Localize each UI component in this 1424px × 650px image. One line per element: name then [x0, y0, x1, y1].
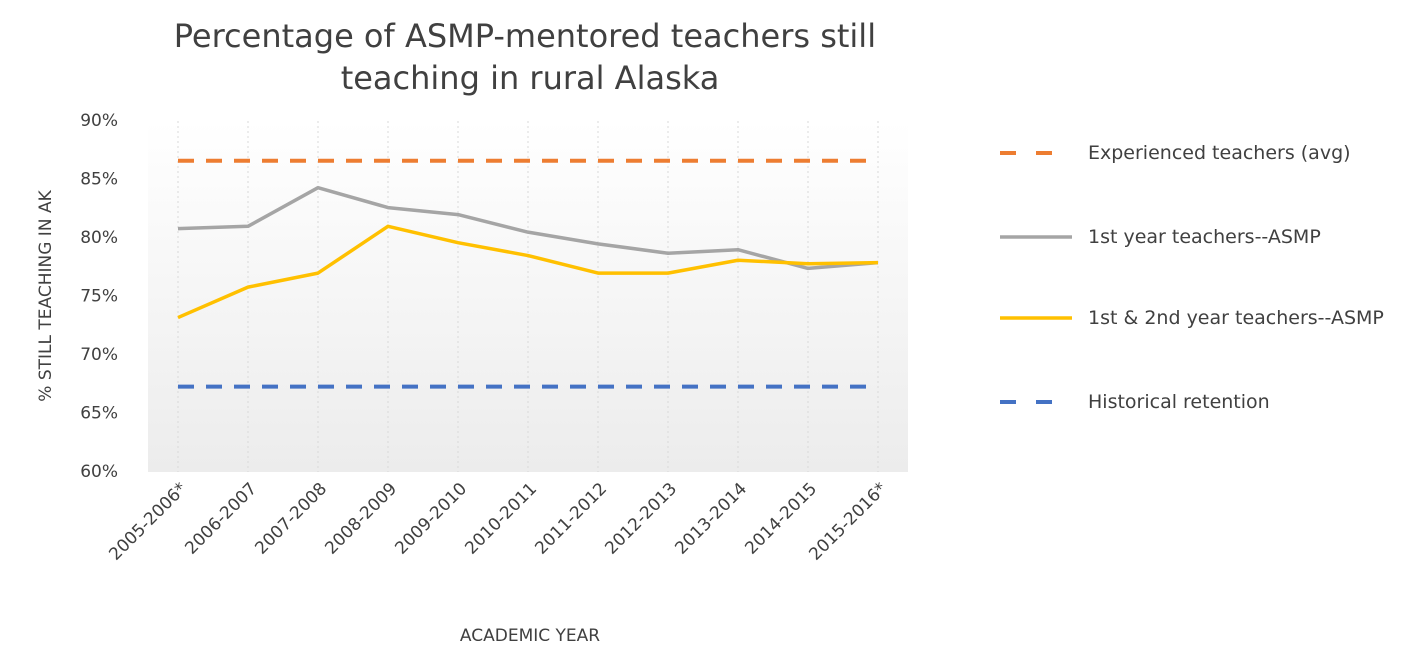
- series-line: [177, 224, 879, 320]
- x-tick-label: 2010-2011: [461, 479, 541, 559]
- y-tick-label: 80%: [80, 228, 118, 248]
- y-tick-label: 85%: [80, 170, 118, 190]
- y-tick-label: 90%: [80, 111, 118, 131]
- y-tick-label: 65%: [80, 404, 118, 424]
- x-tick-label: 2011-2012: [531, 479, 611, 559]
- y-tick-label: 70%: [80, 345, 118, 365]
- legend-label: Historical retention: [1088, 391, 1270, 413]
- x-tick-label: 2005-2006*: [105, 479, 191, 565]
- legend-label: Experienced teachers (avg): [1088, 142, 1351, 164]
- x-tick-label: 2006-2007: [181, 479, 261, 559]
- x-axis-title: ACADEMIC YEAR: [460, 626, 600, 646]
- legend-label: 1st & 2nd year teachers--ASMP: [1088, 307, 1384, 329]
- x-tick-label: 2008-2009: [321, 479, 401, 559]
- x-tick-label: 2013-2014: [671, 479, 751, 559]
- y-tick-label: 60%: [80, 462, 118, 482]
- legend-label: 1st year teachers--ASMP: [1088, 226, 1321, 248]
- chart-title: Percentage of ASMP-mentored teachers sti…: [174, 17, 887, 97]
- y-axis-title: % STILL TEACHING IN AK: [36, 189, 56, 401]
- y-tick-label: 75%: [80, 287, 118, 307]
- x-tick-label: 2012-2013: [601, 479, 681, 559]
- series-line: [177, 185, 879, 271]
- x-tick-label: 2009-2010: [391, 479, 471, 559]
- x-tick-label: 2007-2008: [251, 479, 331, 559]
